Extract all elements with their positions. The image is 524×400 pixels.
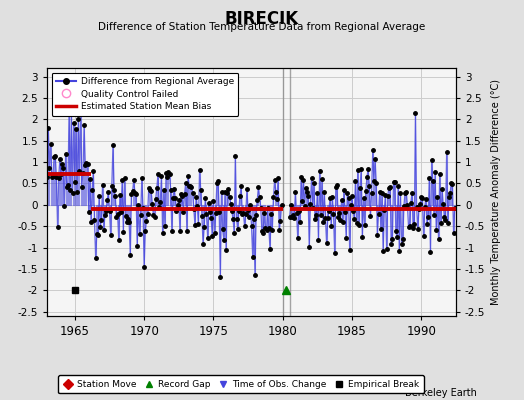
Text: Difference of Station Temperature Data from Regional Average: Difference of Station Temperature Data f… [99, 22, 425, 32]
Y-axis label: Monthly Temperature Anomaly Difference (°C): Monthly Temperature Anomaly Difference (… [491, 79, 501, 305]
Text: Berkeley Earth: Berkeley Earth [405, 388, 477, 398]
Legend: Difference from Regional Average, Quality Control Failed, Estimated Station Mean: Difference from Regional Average, Qualit… [52, 72, 238, 116]
Legend: Station Move, Record Gap, Time of Obs. Change, Empirical Break: Station Move, Record Gap, Time of Obs. C… [58, 376, 424, 394]
Text: BIRECIK: BIRECIK [225, 10, 299, 28]
